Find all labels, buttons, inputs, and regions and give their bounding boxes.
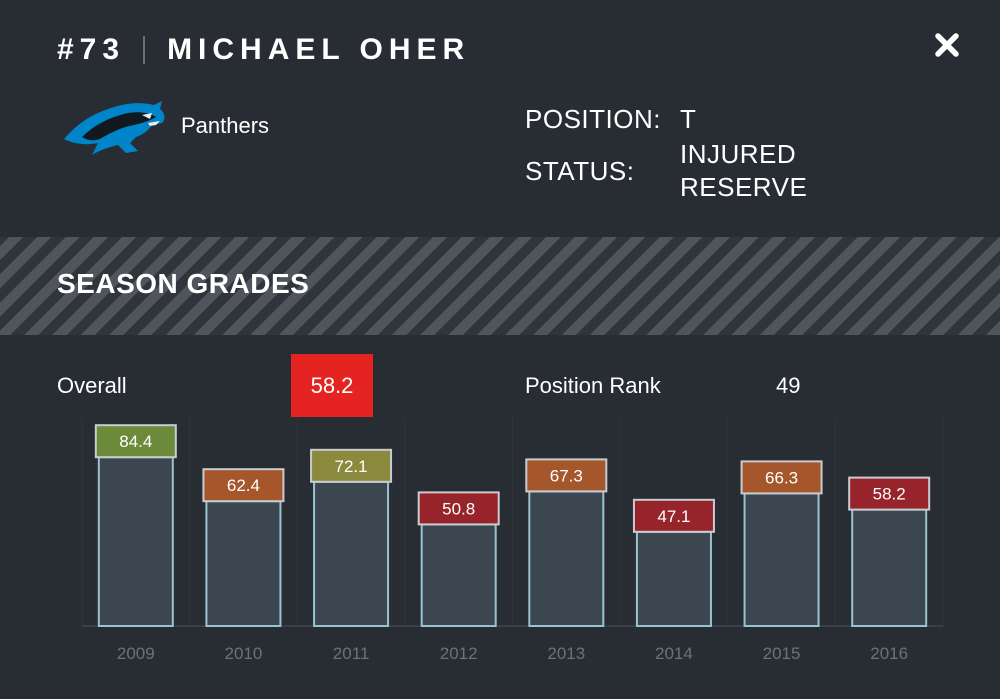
grade-bar-2016 (851, 508, 928, 628)
player-title: #73 MICHAEL OHER (57, 30, 470, 70)
status-label: STATUS: (525, 156, 635, 186)
grade-bar-2014 (635, 530, 712, 627)
grade-bar-2010 (205, 500, 282, 628)
position-value: T (680, 104, 697, 134)
grade-label-2011: 72.1 (335, 457, 368, 476)
grade-label-2014: 47.1 (657, 507, 690, 526)
position-label: POSITION: (525, 104, 661, 134)
grade-label-box-2009 (94, 424, 177, 459)
year-tick-2010: 2010 (225, 644, 263, 663)
section-band (0, 237, 1000, 335)
grade-bar-2009 (97, 456, 174, 628)
year-tick-2015: 2015 (763, 644, 801, 663)
panther-logo-icon (64, 101, 165, 155)
grade-bar-2012 (420, 523, 497, 628)
grade-label-2009: 84.4 (119, 432, 152, 451)
year-tick-2013: 2013 (547, 644, 585, 663)
close-button[interactable] (930, 28, 964, 62)
grade-label-2016: 58.2 (873, 485, 906, 504)
overall-label: Overall (57, 373, 127, 398)
close-icon[interactable] (930, 28, 964, 62)
team-name: Panthers (181, 113, 270, 138)
year-tick-2011: 2011 (333, 644, 370, 663)
grade-label-box-2012 (417, 491, 500, 526)
grade-bar-2015 (743, 492, 820, 627)
position-rank-label: Position Rank (525, 373, 661, 398)
player-number: #73 (57, 33, 126, 66)
grade-label-2012: 50.8 (442, 499, 475, 518)
grade-label-box-2015 (740, 460, 823, 495)
overall-badge: 58.2 (291, 354, 373, 417)
grade-label-2010: 62.4 (227, 476, 260, 495)
grade-label-box-2014 (632, 498, 715, 533)
player-name: MICHAEL OHER (167, 33, 471, 66)
grade-label-box-2016 (848, 476, 931, 511)
year-tick-2014: 2014 (655, 644, 693, 663)
grade-bar-2011 (313, 480, 390, 627)
grade-label-2013: 67.3 (550, 466, 583, 485)
grade-label-box-2011 (310, 448, 393, 483)
grade-bar-2013 (528, 490, 605, 627)
grade-label-box-2010 (202, 468, 285, 503)
title-divider (143, 36, 146, 64)
position-rank-value: 49 (776, 373, 801, 398)
year-tick-2009: 2009 (117, 644, 155, 663)
year-tick-2012: 2012 (440, 644, 478, 663)
section-title: SEASON GRADES (57, 268, 310, 299)
grade-label-2015: 66.3 (765, 468, 798, 487)
grade-label-box-2013 (525, 458, 608, 493)
year-tick-2016: 2016 (870, 644, 908, 663)
status-value: INJURED RESERVE (680, 139, 808, 202)
